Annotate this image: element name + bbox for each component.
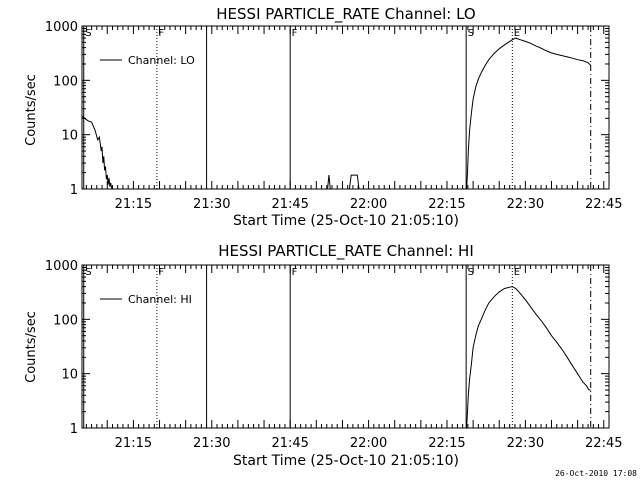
y-tick-label: 1000 [45, 259, 78, 274]
panel-lo: HESSI PARTICLE_RATE Channel: LO Counts/s… [24, 5, 623, 229]
y-tick-label: 1000 [45, 20, 78, 35]
x-tick-label: 22:00 [350, 197, 387, 212]
x-tick-label: 22:30 [507, 197, 544, 212]
event-marker-label: E [514, 28, 520, 39]
legend-label: Channel: LO [128, 54, 195, 67]
x-tick-label: 22:45 [585, 197, 622, 212]
event-marker-label: F [158, 267, 164, 278]
event-marker-label: S [85, 28, 91, 39]
x-tick-label: 22:45 [585, 436, 622, 451]
event-marker-label: S [468, 267, 474, 278]
event-marker-label: S [468, 28, 474, 39]
y-axis-label: Counts/sec [24, 311, 39, 383]
y-tick-label: 100 [53, 74, 78, 89]
x-tick-label: 22:00 [350, 436, 387, 451]
x-tick-label: 21:15 [115, 436, 152, 451]
x-tick-label: 21:45 [271, 436, 308, 451]
chart-title: HESSI PARTICLE_RATE Channel: LO [216, 5, 475, 24]
event-marker-label: F [292, 28, 298, 39]
x-tick-label: 21:15 [115, 197, 152, 212]
x-axis-label: Start Time (25-Oct-10 21:05:10) [233, 213, 459, 229]
data-series-line [466, 286, 591, 429]
y-tick-label: 1 [70, 183, 78, 198]
x-tick-label: 21:45 [271, 197, 308, 212]
event-marker-label: S [85, 267, 91, 278]
x-tick-label: 22:30 [507, 436, 544, 451]
chart-title: HESSI PARTICLE_RATE Channel: HI [218, 242, 474, 261]
event-marker-label: F [158, 28, 164, 39]
y-axis-label: Counts/sec [24, 74, 39, 146]
y-tick-label: 1 [70, 422, 78, 437]
event-marker-label: F [292, 267, 298, 278]
plot-frame [81, 25, 610, 190]
timestamp-footer: 26-Oct-2010 17:08 [555, 469, 637, 478]
data-series-line [327, 175, 331, 190]
y-tick-label: 100 [53, 313, 78, 328]
x-tick-label: 22:15 [428, 436, 465, 451]
x-tick-label: 21:30 [193, 197, 230, 212]
plot-frame [81, 264, 610, 429]
panel-hi: HESSI PARTICLE_RATE Channel: HI Counts/s… [24, 242, 623, 469]
data-series-line [348, 174, 360, 190]
x-tick-label: 22:15 [428, 197, 465, 212]
y-tick-label: 10 [61, 368, 78, 383]
x-tick-label: 21:30 [193, 436, 230, 451]
y-tick-label: 10 [61, 129, 78, 144]
data-series-line [466, 37, 592, 190]
legend-label: Channel: HI [128, 293, 192, 306]
data-series-line [81, 115, 113, 190]
x-axis-label: Start Time (25-Oct-10 21:05:10) [233, 453, 459, 469]
event-marker-label: E [514, 267, 520, 278]
